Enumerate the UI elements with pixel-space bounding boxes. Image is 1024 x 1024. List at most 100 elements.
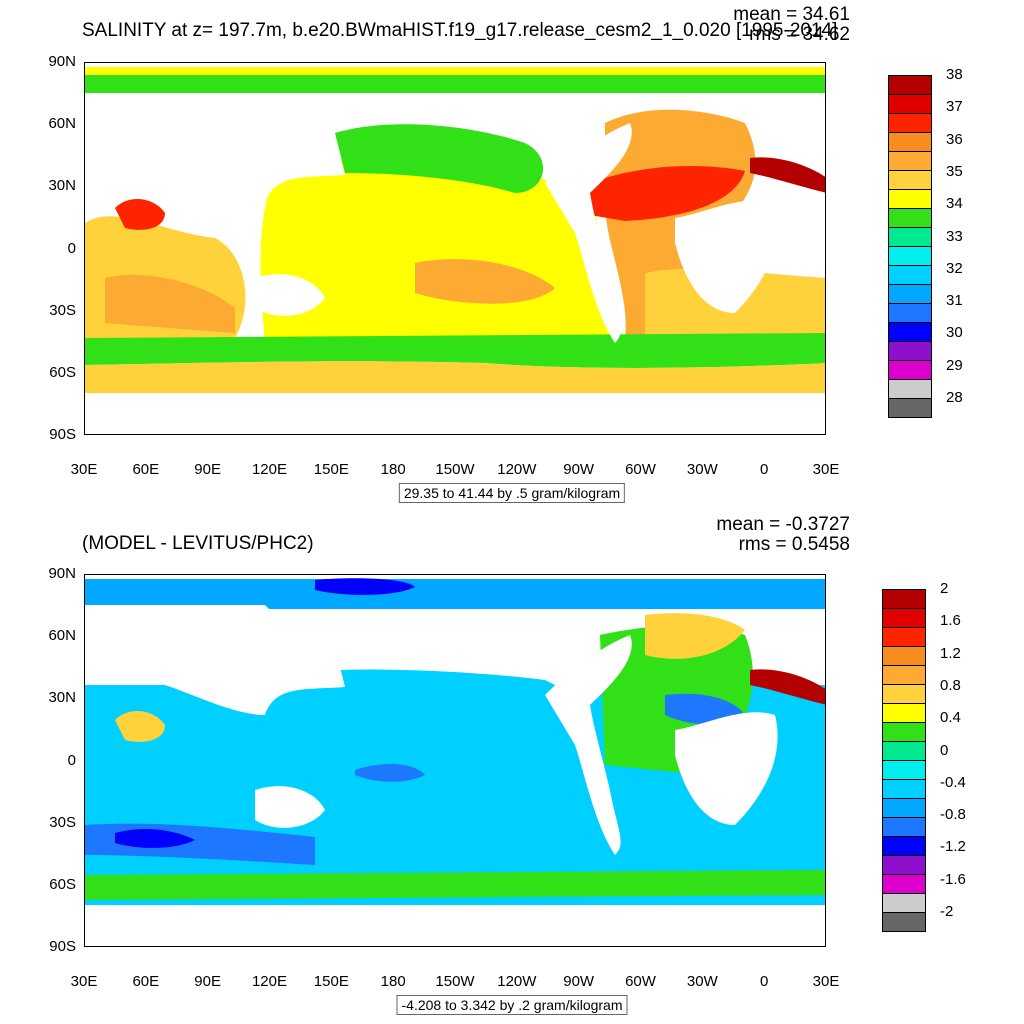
americas-landmass — [545, 635, 632, 855]
top-colorbar-swatch — [888, 208, 932, 228]
top-mean: mean = 34.61 — [733, 4, 850, 25]
top-colorbar-label: 36 — [946, 130, 963, 148]
bottom-colorbar-label: -1.2 — [940, 838, 966, 856]
bottom-lon-label: 30E — [70, 973, 98, 990]
top-colorbar-swatch — [888, 341, 932, 361]
arctic-rim — [85, 67, 825, 75]
bottom-rms: rms = 0.5458 — [738, 534, 850, 555]
pacific-low — [355, 763, 425, 782]
bottom-colorbar-label: -1.6 — [940, 870, 966, 888]
arctic-low — [315, 578, 415, 595]
top-colorbar-swatch — [888, 379, 932, 399]
bottom-colorbar-swatch — [882, 703, 926, 723]
australia-landmass — [255, 274, 325, 316]
top-lon-label: 150E — [313, 461, 349, 478]
top-colorbar-label: 38 — [946, 66, 963, 83]
bottom-colorbar-label: 0.4 — [940, 709, 961, 727]
top-panel: SALINITY at z= 197.7m, b.e20.BWmaHIST.f1… — [48, 4, 963, 503]
bottom-lon-label: 150W — [435, 973, 475, 990]
top-range-box: 29.35 to 41.44 by .5 gram/kilogram — [398, 483, 626, 503]
bottom-colorbar-swatch — [882, 589, 926, 609]
top-colorbar-swatch — [888, 113, 932, 133]
bottom-colorbar-label: 2 — [940, 580, 949, 597]
bottom-lon-label: 30E — [812, 973, 840, 990]
antarctic-green-band — [85, 870, 825, 900]
bottom-colorbar-swatch — [882, 798, 926, 818]
top-lon-label: 90E — [194, 461, 221, 478]
bottom-colorbar-swatch — [882, 855, 926, 875]
north-atlantic-positive — [645, 613, 745, 659]
top-salinity-map — [84, 62, 826, 435]
bottom-lon-label: 30W — [686, 973, 718, 990]
bottom-colorbar-swatch — [882, 665, 926, 685]
bottom-lat-label: 0 — [67, 751, 76, 769]
asia-landmass — [85, 605, 345, 715]
south-pacific-orange — [415, 259, 555, 304]
africa-landmass — [675, 712, 778, 825]
top-colorbar-label: 34 — [946, 195, 963, 213]
top-colorbar-label: 37 — [946, 98, 963, 116]
north-pacific-green — [335, 124, 544, 193]
top-colorbar-label: 32 — [946, 259, 963, 277]
bottom-title: (MODEL - LEVITUS/PHC2) — [82, 533, 314, 554]
arabian-sea — [115, 710, 165, 742]
southern-indian-min — [115, 829, 195, 848]
indian-ocean-high — [105, 274, 235, 333]
bottom-colorbar-swatch — [882, 608, 926, 628]
bottom-colorbar-swatch — [882, 912, 926, 932]
top-lat-label: 60N — [48, 115, 76, 133]
bottom-lat-label: 90S — [49, 938, 76, 955]
top-lon-label: 180 — [380, 461, 406, 478]
top-lat-label: 30S — [49, 301, 76, 319]
bottom-difference-map — [84, 574, 826, 947]
bottom-lon-label: 90E — [194, 973, 221, 990]
bottom-lat-label: 30S — [49, 813, 76, 831]
arctic-band — [85, 579, 825, 609]
top-lon-label: 30W — [686, 461, 718, 478]
australia-landmass — [255, 786, 325, 828]
bottom-panel: (MODEL - LEVITUS/PHC2) mean = -0.3727 rm… — [0, 512, 1024, 1024]
bottom-lon-label: 120W — [497, 973, 537, 990]
bottom-range-box: -4.208 to 3.342 by .2 gram/kilogram — [396, 995, 628, 1015]
mediterranean — [750, 669, 825, 705]
top-colorbar-swatch — [888, 227, 932, 247]
bottom-mean: mean = -0.3727 — [716, 514, 850, 535]
bottom-colorbar-swatch — [882, 836, 926, 856]
top-colorbar-swatch — [888, 246, 932, 266]
antarctica-landmass — [85, 393, 825, 434]
top-colorbar-label: 33 — [946, 227, 963, 245]
bottom-lon-label: 90W — [563, 973, 595, 990]
bottom-colorbar-label: 0.8 — [940, 676, 961, 694]
top-lat-label: 30N — [48, 177, 76, 195]
top-lat-label: 90S — [49, 426, 76, 443]
bottom-lon-label: 120E — [251, 973, 288, 990]
bottom-lat-label: 60S — [49, 875, 76, 893]
bottom-lat-label: 30N — [48, 689, 76, 707]
top-colorbar-swatch — [888, 322, 932, 342]
bottom-colorbar-swatch — [882, 684, 926, 704]
bottom-colorbar-swatch — [882, 779, 926, 799]
top-lon-label: 90W — [563, 461, 595, 478]
antarctica-landmass — [85, 905, 825, 946]
top-colorbar-swatch — [888, 360, 932, 380]
top-colorbar-swatch — [888, 398, 932, 418]
top-colorbar-label: 29 — [946, 356, 963, 374]
bottom-lon-label: 0 — [759, 973, 769, 990]
top-title: SALINITY at z= 197.7m, b.e20.BWmaHIST.f1… — [82, 20, 838, 41]
top-map-svg — [85, 67, 825, 434]
top-lat-label: 60S — [49, 363, 76, 381]
bottom-colorbar-swatch — [882, 627, 926, 647]
top-lon-label: 0 — [759, 461, 769, 478]
top-lon-label: 120W — [497, 461, 537, 478]
top-lon-label: 60W — [625, 461, 656, 478]
top-colorbar-swatch — [888, 189, 932, 209]
bottom-colorbar-label: -0.4 — [940, 773, 966, 791]
bottom-lon-label: 60W — [625, 973, 656, 990]
top-colorbar-label: 31 — [946, 292, 963, 310]
top-colorbar-swatch — [888, 303, 932, 323]
top-colorbar-label: 30 — [946, 324, 963, 342]
bottom-colorbar-label: 1.6 — [940, 612, 961, 630]
top-lon-label: 150W — [435, 461, 475, 478]
top-lat-label: 0 — [67, 239, 76, 257]
asia-landmass — [85, 93, 345, 203]
